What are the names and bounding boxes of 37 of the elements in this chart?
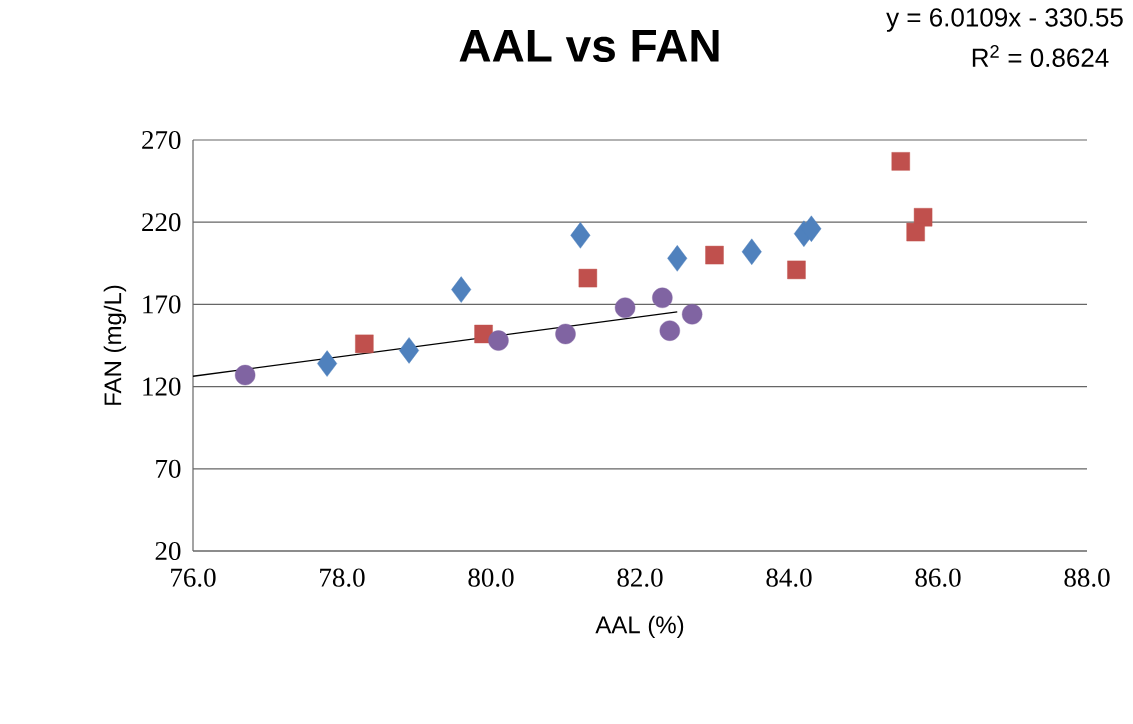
y-tick-label: 220	[142, 213, 181, 232]
y-axis-title: FAN (mg/L)	[103, 285, 127, 405]
point	[570, 222, 591, 249]
x-tick-label: 86.0	[915, 568, 961, 587]
point	[891, 152, 910, 171]
x-tick-label: 84.0	[766, 568, 812, 587]
point	[659, 320, 680, 341]
y-tick-label: 270	[142, 130, 181, 150]
y-tick-label: 20	[155, 541, 181, 561]
point	[234, 364, 256, 386]
x-axis-title: AAL (%)	[595, 615, 684, 639]
x-tick-label: 80.0	[468, 568, 514, 587]
point	[667, 245, 688, 272]
x-tick-label: 76.0	[171, 568, 216, 587]
point	[578, 268, 598, 288]
point	[614, 297, 636, 318]
point	[317, 350, 338, 377]
point	[451, 276, 472, 303]
text: y = 6.0109x - 330.55	[886, 8, 1123, 32]
x-tick-label: 78.0	[320, 568, 365, 587]
y-tick-label: 120	[143, 377, 181, 396]
x-tick-label: 88.0	[1064, 568, 1110, 587]
point	[741, 238, 762, 265]
y-tick-label: 170	[143, 295, 181, 314]
point	[705, 245, 724, 265]
x-tick-label: 82.0	[617, 568, 663, 587]
point	[555, 323, 576, 345]
point	[652, 287, 673, 309]
text: R$^{2}$ = 0.8624	[972, 45, 1109, 67]
point	[787, 260, 806, 280]
point	[399, 337, 419, 364]
chart-title: AAL vs FAN	[459, 29, 719, 63]
y-tick-label: 70	[156, 459, 181, 478]
point	[355, 334, 374, 354]
point	[681, 304, 703, 325]
point	[906, 222, 925, 242]
point	[488, 330, 509, 351]
